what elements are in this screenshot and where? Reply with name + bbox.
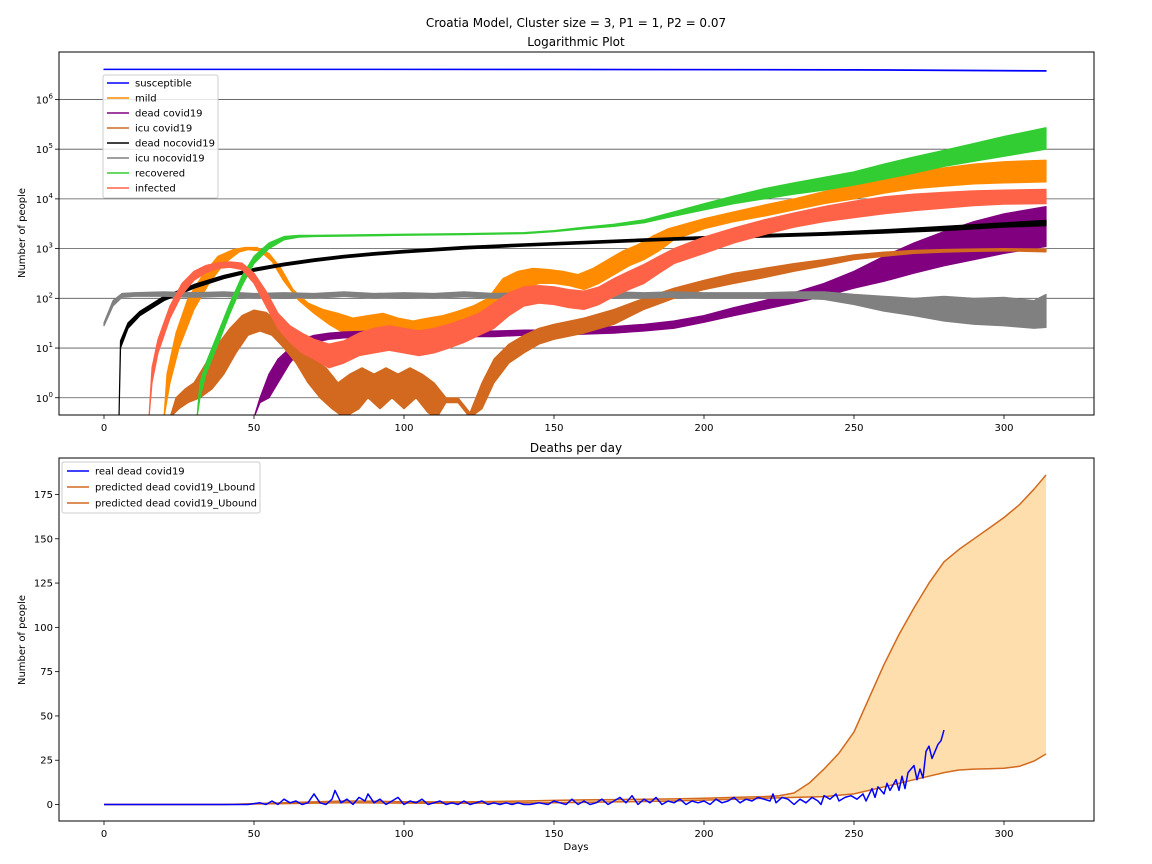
legend-label-infected: infected bbox=[135, 184, 176, 195]
deaths-plot-y-ticks: 0 25 50 75 100 125 150 175 bbox=[34, 490, 59, 811]
log-x-tick-label: 0 bbox=[101, 423, 107, 434]
band-icu-nocovid19 bbox=[103, 291, 1047, 329]
deaths-y-tick-label: 175 bbox=[34, 490, 53, 501]
deaths-y-tick-label: 125 bbox=[34, 579, 53, 590]
log-x-tick-label: 50 bbox=[248, 423, 261, 434]
line-predicted-dead-covid19-ubound bbox=[104, 474, 1047, 806]
deaths-y-tick-label: 25 bbox=[40, 756, 53, 767]
line-real-dead-covid19 bbox=[104, 729, 945, 806]
log-plot-bands bbox=[103, 68, 1047, 415]
legend-label-icu-nocovid19: icu nocovid19 bbox=[135, 154, 205, 165]
log-plot-axes: Logarithmic Plot 0 50 100 150 200 250 300 100 1… bbox=[17, 35, 1095, 434]
band-recovered bbox=[196, 127, 1047, 415]
deaths-plot-title: Deaths per day bbox=[530, 441, 622, 455]
log-plot-legend: susceptible mild dead covid19 icu covid19 de… bbox=[102, 74, 219, 199]
deaths-x-tick-label: 300 bbox=[994, 829, 1013, 840]
deaths-x-tick-label: 0 bbox=[101, 829, 107, 840]
deaths-plot-ylabel: Number of people bbox=[17, 595, 28, 685]
figure-suptitle: Croatia Model, Cluster size = 3, P1 = 1,… bbox=[426, 16, 726, 30]
legend-label-predicted-dead-covid19-ubound: predicted dead covid19_Ubound bbox=[95, 499, 257, 510]
deaths-plot-legend-box bbox=[61, 461, 261, 514]
log-plot-ylabel: Number of people bbox=[17, 188, 28, 278]
deaths-y-tick-label: 50 bbox=[40, 711, 53, 722]
deaths-x-tick-label: 100 bbox=[394, 829, 413, 840]
legend-label-dead-covid19: dead covid19 bbox=[135, 109, 203, 120]
log-x-tick-label: 200 bbox=[694, 423, 713, 434]
deaths-plot-axes: Deaths per day 0 50 100 150 200 250 300 0 25 50 7… bbox=[17, 441, 1095, 853]
legend-label-icu-covid19: icu covid19 bbox=[135, 124, 192, 135]
band-susceptible bbox=[103, 68, 1047, 72]
legend-label-predicted-dead-covid19-lbound: predicted dead covid19_Lbound bbox=[95, 483, 255, 494]
band-dead-nocovid19 bbox=[118, 219, 1047, 415]
deaths-plot-x-ticks: 0 50 100 150 200 250 300 bbox=[101, 821, 1014, 840]
log-plot-x-ticks: 0 50 100 150 200 250 300 bbox=[101, 415, 1014, 434]
deaths-y-tick-label: 75 bbox=[40, 667, 53, 678]
log-x-tick-label: 100 bbox=[394, 423, 413, 434]
log-x-tick-label: 150 bbox=[544, 423, 563, 434]
log-plot-legend-box bbox=[102, 74, 219, 199]
line-predicted-dead-covid19-lbound bbox=[104, 753, 1047, 806]
deaths-plot-legend: real dead covid19 predicted dead covid19_… bbox=[61, 461, 261, 514]
deaths-x-tick-label: 150 bbox=[544, 829, 563, 840]
log-plot-title: Logarithmic Plot bbox=[527, 35, 625, 49]
deaths-x-tick-label: 250 bbox=[844, 829, 863, 840]
log-x-tick-label: 250 bbox=[844, 423, 863, 434]
band-infected bbox=[148, 188, 1047, 415]
log-x-tick-label: 300 bbox=[994, 423, 1013, 434]
deaths-plot-data bbox=[104, 474, 1047, 806]
legend-label-real-dead-covid19: real dead covid19 bbox=[95, 467, 185, 478]
log-plot-frame bbox=[58, 51, 1095, 416]
deaths-y-tick-label: 100 bbox=[34, 623, 53, 634]
legend-label-mild: mild bbox=[135, 94, 157, 105]
deaths-x-tick-label: 200 bbox=[694, 829, 713, 840]
band-icu-covid19 bbox=[170, 248, 1047, 415]
legend-label-susceptible: susceptible bbox=[135, 79, 192, 90]
deaths-plot-frame bbox=[58, 457, 1095, 822]
deaths-x-tick-label: 50 bbox=[248, 829, 261, 840]
deaths-plot-xlabel: Days bbox=[564, 842, 589, 853]
deaths-y-tick-label: 150 bbox=[34, 534, 53, 545]
legend-label-recovered: recovered bbox=[135, 169, 185, 180]
legend-label-dead-nocovid19: dead nocovid19 bbox=[135, 139, 215, 150]
deaths-y-tick-label: 0 bbox=[47, 800, 53, 811]
